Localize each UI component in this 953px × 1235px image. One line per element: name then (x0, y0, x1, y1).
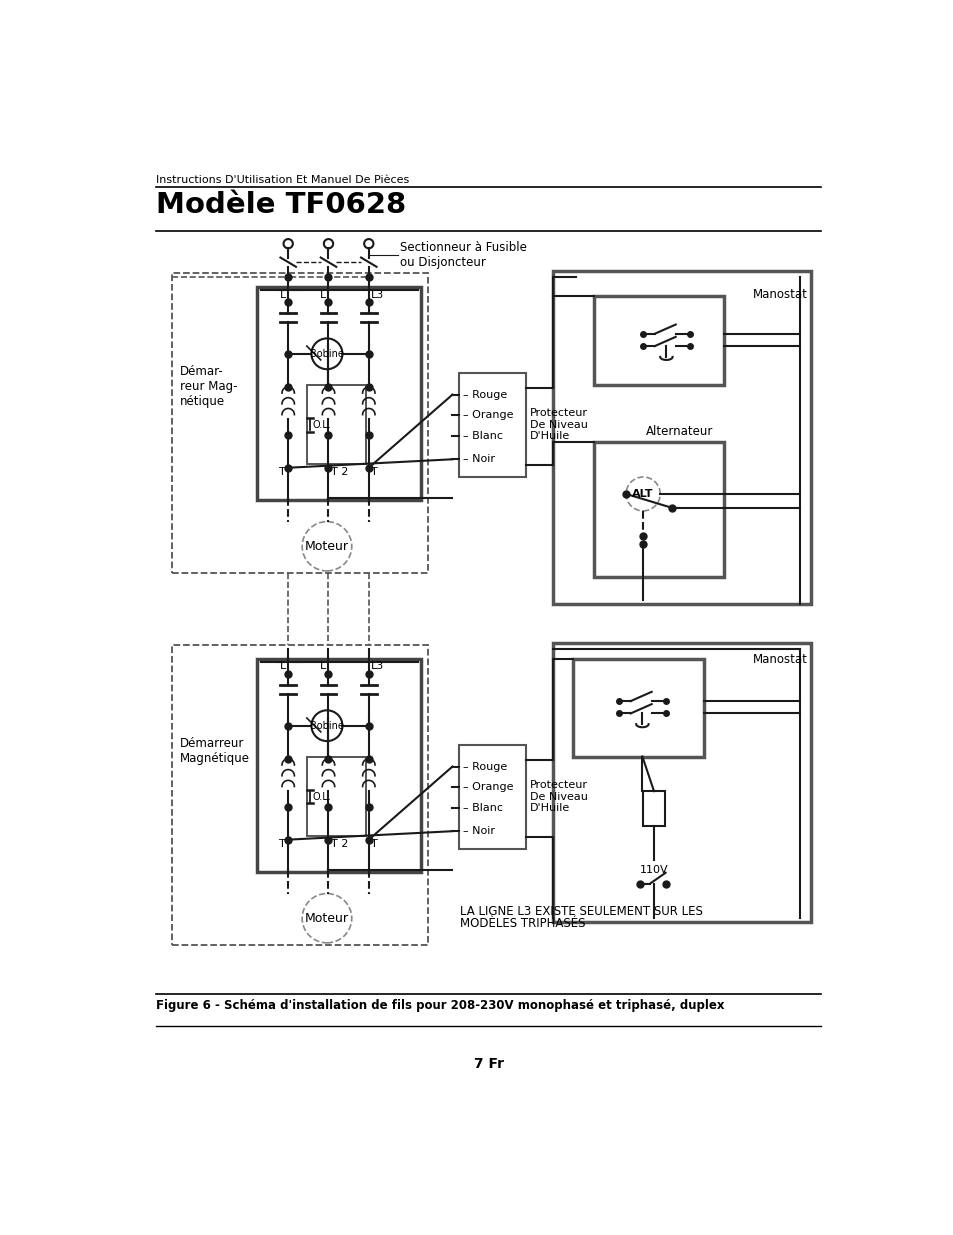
Text: T 2: T 2 (331, 467, 348, 477)
Text: – Blanc: – Blanc (462, 803, 502, 813)
Text: Alternateur: Alternateur (645, 426, 713, 438)
Text: L: L (319, 662, 326, 672)
Text: Instructions D'Utilisation Et Manuel De Pièces: Instructions D'Utilisation Et Manuel De … (156, 175, 409, 185)
Text: Protecteur
De Niveau
D'Huile: Protecteur De Niveau D'Huile (530, 408, 587, 441)
Text: 110V: 110V (639, 864, 668, 874)
Text: Manostat: Manostat (752, 652, 806, 666)
Text: T: T (279, 467, 286, 477)
Text: MODÈLES TRIPHASÉS: MODÈLES TRIPHASÉS (459, 916, 585, 930)
Text: Bobine: Bobine (310, 721, 343, 731)
Text: Moteur: Moteur (305, 911, 349, 925)
Text: Figure 6 - Schéma d'installation de fils pour 208-230V monophasé et triphasé, du: Figure 6 - Schéma d'installation de fils… (156, 999, 724, 1011)
Text: L3: L3 (371, 289, 384, 300)
Text: Démar-
reur Mag-
nétique: Démar- reur Mag- nétique (179, 366, 237, 409)
Text: T 2: T 2 (331, 839, 348, 848)
Text: L: L (279, 662, 286, 672)
Text: T: T (371, 467, 377, 477)
Text: L3: L3 (371, 662, 384, 672)
Text: – Orange: – Orange (462, 410, 513, 420)
Text: L: L (279, 289, 286, 300)
Text: – Orange: – Orange (462, 782, 513, 793)
Text: Sectionneur à Fusible
ou Disjoncteur: Sectionneur à Fusible ou Disjoncteur (399, 241, 526, 269)
Text: T: T (371, 839, 377, 848)
Text: – Blanc: – Blanc (462, 431, 502, 441)
Text: – Rouge: – Rouge (462, 389, 506, 400)
Text: 7 Fr: 7 Fr (474, 1057, 503, 1071)
Text: LA LIGNE L3 EXISTE SEULEMENT SUR LES: LA LIGNE L3 EXISTE SEULEMENT SUR LES (459, 905, 702, 918)
Text: Bobine: Bobine (310, 348, 343, 359)
Text: Protecteur
De Niveau
D'Huile: Protecteur De Niveau D'Huile (530, 781, 587, 813)
Text: L: L (319, 289, 326, 300)
Text: Moteur: Moteur (305, 540, 349, 553)
Text: Modèle TF0628: Modèle TF0628 (156, 190, 406, 219)
Text: T: T (279, 839, 286, 848)
Text: – Noir: – Noir (462, 826, 494, 836)
Text: ALT: ALT (632, 489, 653, 499)
Text: – Noir: – Noir (462, 454, 494, 464)
Text: Manostat: Manostat (752, 288, 806, 301)
Text: O.L.: O.L. (313, 420, 332, 430)
Text: O.L.: O.L. (313, 792, 332, 802)
Text: – Rouge: – Rouge (462, 762, 506, 772)
Text: Démarreur
Magnétique: Démarreur Magnétique (179, 737, 250, 766)
